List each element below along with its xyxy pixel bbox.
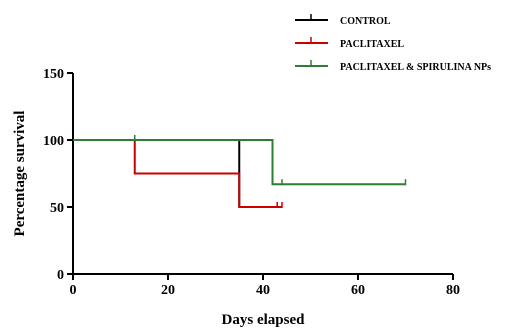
x-tick-label: 80 <box>446 283 460 298</box>
series-2 <box>73 139 283 208</box>
legend-item: PACLITAXEL & SPIRULINA NPs <box>295 60 491 73</box>
x-tick-label: 20 <box>161 283 175 298</box>
x-ticks: 0 20 40 60 80 <box>70 274 460 298</box>
legend-item: PACLITAXEL <box>295 37 404 50</box>
legend-item: CONTROL <box>295 14 391 27</box>
x-tick-label: 40 <box>256 283 270 298</box>
y-ticks: 0 50 100 150 <box>43 67 73 283</box>
legend: CONTROL PACLITAXEL PACLITAXEL & SPIRULINA … <box>295 14 491 73</box>
legend-label: CONTROL <box>340 16 391 27</box>
series-line <box>73 139 282 208</box>
y-tick-label: 150 <box>43 67 64 82</box>
x-tick-label: 0 <box>70 283 77 298</box>
y-tick-label: 0 <box>57 268 64 283</box>
y-tick-label: 50 <box>50 201 64 216</box>
series-layer <box>73 135 407 208</box>
legend-label: PACLITAXEL & SPIRULINA NPs <box>340 62 491 73</box>
y-tick-label: 100 <box>43 134 64 149</box>
series-3 <box>73 135 407 186</box>
y-axis-title: Percentage survival <box>12 111 28 237</box>
series-line <box>73 139 406 186</box>
axes: 0 50 100 150 0 20 40 60 80 <box>43 67 460 298</box>
x-axis-title: Days elapsed <box>222 312 306 328</box>
legend-label: PACLITAXEL <box>340 39 404 50</box>
x-tick-label: 60 <box>351 283 365 298</box>
